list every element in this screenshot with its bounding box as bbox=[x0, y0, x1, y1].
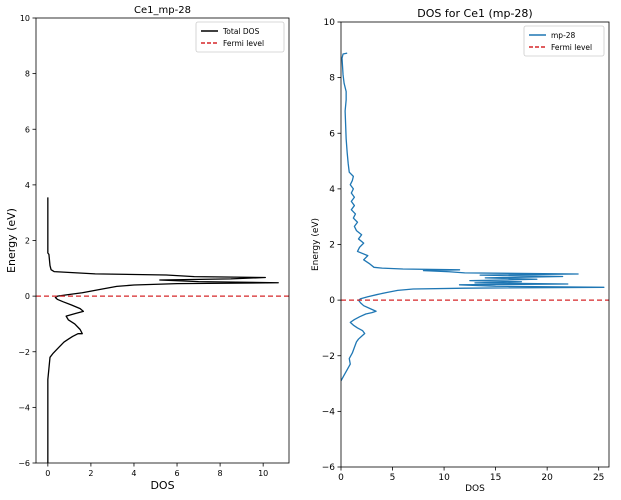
legend-label-0: Total DOS bbox=[222, 27, 260, 36]
plot-frame bbox=[35, 17, 290, 464]
y-tick-label: −2 bbox=[322, 352, 335, 362]
x-tick-label: 10 bbox=[258, 469, 268, 478]
chart-left: 0 2 4 6 8 10 −6 −4 −2 0 2 4 6 8 10 Ce1_mp-28 DOS Energy (… bbox=[5, 5, 290, 492]
y-tick-label: −4 bbox=[322, 407, 336, 417]
series-line-0 bbox=[341, 52, 605, 382]
y-axis-label: Energy (eV) bbox=[5, 208, 18, 273]
chart-right: 0 5 10 15 20 25 −6 −4 −2 0 2 4 6 8 10 DOS for Ce1 (mp-2… bbox=[311, 7, 610, 494]
y-tick-label: 4 bbox=[329, 185, 335, 195]
x-tick-label: 6 bbox=[174, 469, 179, 478]
x-axis-label: DOS bbox=[465, 484, 485, 494]
chart-title: Ce1_mp-28 bbox=[134, 5, 191, 16]
legend-label-1: Fermi level bbox=[551, 43, 592, 52]
y-tick-label: 2 bbox=[25, 237, 30, 246]
y-tick-label: 8 bbox=[25, 70, 30, 79]
legend-label-0: mp-28 bbox=[551, 31, 576, 40]
x-tick-label: 0 bbox=[45, 469, 50, 478]
x-tick-label: 20 bbox=[541, 473, 553, 483]
y-tick-label: −6 bbox=[18, 459, 30, 468]
legend-box bbox=[523, 25, 605, 57]
legend-box bbox=[195, 21, 285, 53]
y-axis-label: Energy (eV) bbox=[311, 218, 321, 271]
y-tick-label: 10 bbox=[324, 18, 336, 28]
y-tick-label: 8 bbox=[329, 74, 335, 84]
y-tick-label: 6 bbox=[25, 125, 30, 134]
y-tick-label: −6 bbox=[322, 463, 336, 473]
x-tick-label: 25 bbox=[593, 473, 604, 483]
x-tick-label: 8 bbox=[218, 469, 223, 478]
series-line-0 bbox=[47, 197, 279, 463]
legend-label-1: Fermi level bbox=[223, 39, 264, 48]
y-tick-label: 0 bbox=[25, 292, 30, 301]
chart-title: DOS for Ce1 (mp-28) bbox=[417, 7, 532, 20]
x-tick-label: 5 bbox=[390, 473, 396, 483]
x-tick-label: 10 bbox=[438, 473, 450, 483]
y-tick-label: 10 bbox=[20, 14, 30, 23]
y-tick-label: 2 bbox=[329, 241, 335, 251]
y-tick-label: 0 bbox=[329, 296, 335, 306]
x-tick-label: 0 bbox=[338, 473, 344, 483]
y-tick-label: −4 bbox=[18, 403, 30, 412]
x-tick-label: 2 bbox=[88, 469, 93, 478]
x-tick-label: 4 bbox=[131, 469, 136, 478]
y-tick-label: −2 bbox=[18, 348, 30, 357]
plot-frame bbox=[340, 21, 610, 468]
x-axis-label: DOS bbox=[150, 479, 174, 492]
y-tick-label: 4 bbox=[25, 181, 30, 190]
x-tick-label: 15 bbox=[490, 473, 501, 483]
y-tick-label: 6 bbox=[329, 129, 335, 139]
